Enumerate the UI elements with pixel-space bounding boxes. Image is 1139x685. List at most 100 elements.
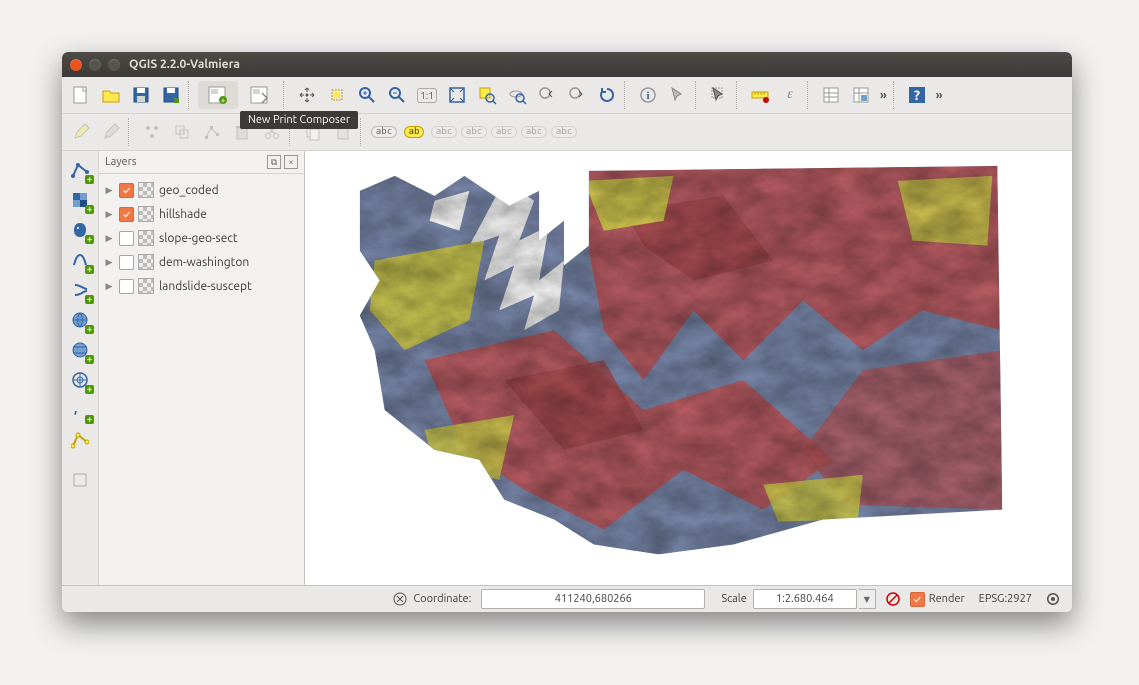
add-postgis-button[interactable] (67, 217, 93, 243)
svg-text:i: i (646, 90, 649, 102)
add-csv-button[interactable]: , (67, 397, 93, 423)
zoom-layer-button[interactable] (503, 81, 531, 109)
titlebar: QGIS 2.2.0-Valmiera (62, 52, 1072, 77)
move-feature-button[interactable] (168, 118, 196, 146)
refresh-button[interactable] (593, 81, 621, 109)
layer-list: ▶ geo_coded ▶ hillshade ▶ slope-geo-sect ▶dem-… (99, 174, 304, 302)
save-as-button[interactable] (157, 81, 185, 109)
node-tool-button[interactable] (198, 118, 226, 146)
layer-label: slope-geo-sect (159, 232, 238, 245)
layer-visibility-checkbox[interactable] (119, 231, 134, 246)
qgis-main-window: QGIS 2.2.0-Valmiera + 1:1 i ε » (62, 52, 1072, 612)
raster-layer-icon (138, 182, 154, 198)
add-mssql-button[interactable] (67, 277, 93, 303)
add-vector-button[interactable] (67, 157, 93, 183)
new-print-composer-button[interactable]: + (198, 81, 238, 109)
layer-label: geo_coded (159, 184, 219, 197)
tree-toggle-icon[interactable]: ▶ (103, 209, 115, 220)
add-spatialite-button[interactable] (67, 247, 93, 273)
tree-toggle-icon[interactable]: ▶ (103, 257, 115, 268)
new-shapefile-button[interactable] (67, 427, 93, 453)
label-tool-6[interactable]: abc (520, 118, 548, 146)
layer-visibility-checkbox[interactable] (119, 207, 134, 222)
raster-layer-icon (138, 206, 154, 222)
layer-item[interactable]: ▶ slope-geo-sect (101, 226, 302, 250)
panel-close-icon[interactable]: × (284, 155, 298, 169)
layer-visibility-checkbox[interactable] (119, 279, 134, 294)
identify-button[interactable]: i (634, 81, 662, 109)
raster-layer-icon (138, 254, 154, 270)
toolbar-overflow-2[interactable]: » (932, 89, 947, 102)
raster-layer-icon (138, 278, 154, 294)
attributes-button[interactable] (817, 81, 845, 109)
toggle-extents-icon[interactable] (391, 590, 409, 608)
window-minimize-button[interactable] (89, 59, 101, 71)
label-tool-4[interactable]: abc (460, 118, 488, 146)
zoom-next-button[interactable] (563, 81, 591, 109)
label-tool-7[interactable]: abc (550, 118, 578, 146)
main-toolbar: + 1:1 i ε » ? » (62, 77, 1072, 114)
zoom-native-button[interactable]: 1:1 (413, 81, 441, 109)
zoom-full-button[interactable] (443, 81, 471, 109)
help-button[interactable]: ? (903, 81, 931, 109)
add-wms-button[interactable] (67, 307, 93, 333)
tree-toggle-icon[interactable]: ▶ (103, 233, 115, 244)
panel-undock-icon[interactable]: ⧉ (267, 155, 281, 169)
add-raster-button[interactable] (67, 187, 93, 213)
window-maximize-button[interactable] (108, 59, 120, 71)
digitize-toolbar: abc ab abc abc abc abc abc (62, 114, 1072, 151)
layer-item[interactable]: ▶landslide-suscept (101, 274, 302, 298)
scale-field[interactable]: 1:2.680.464 (753, 589, 857, 609)
zoom-last-button[interactable] (533, 81, 561, 109)
select-button[interactable] (664, 81, 692, 109)
save-project-button[interactable] (127, 81, 155, 109)
svg-text:?: ? (914, 87, 920, 103)
edit-toggle-button[interactable] (67, 118, 95, 146)
add-wcs-button[interactable] (67, 337, 93, 363)
zoom-selection-button[interactable] (473, 81, 501, 109)
layer-visibility-checkbox[interactable] (119, 255, 134, 270)
measure-button[interactable] (746, 81, 774, 109)
expression-button[interactable]: ε (776, 81, 804, 109)
layers-panel-header: Layers ⧉ × (99, 151, 304, 174)
map-canvas[interactable] (305, 151, 1072, 585)
stop-render-icon[interactable] (884, 590, 902, 608)
crs-status-icon[interactable] (1044, 590, 1062, 608)
tooltip: New Print Composer (240, 111, 358, 129)
layer-item[interactable]: ▶ geo_coded (101, 178, 302, 202)
add-wfs-button[interactable] (67, 367, 93, 393)
window-close-button[interactable] (70, 59, 82, 71)
layer-item[interactable]: ▶ hillshade (101, 202, 302, 226)
window-title: QGIS 2.2.0-Valmiera (129, 58, 240, 71)
tree-toggle-icon[interactable]: ▶ (103, 281, 115, 292)
layer-label: hillshade (159, 208, 207, 221)
new-project-button[interactable] (67, 81, 95, 109)
label-tool-3[interactable]: abc (430, 118, 458, 146)
coordinate-field[interactable]: 411240,680266 (481, 589, 705, 609)
raster-layer-icon (138, 230, 154, 246)
add-feature-button[interactable] (138, 118, 166, 146)
composer-manager-button[interactable] (240, 81, 280, 109)
label-tool-1[interactable]: abc (370, 118, 398, 146)
deselect-button[interactable] (705, 81, 733, 109)
label-tool-5[interactable]: abc (490, 118, 518, 146)
edit-save-button[interactable] (97, 118, 125, 146)
open-project-button[interactable] (97, 81, 125, 109)
layers-panel-title: Layers (105, 156, 137, 168)
scale-dropdown[interactable]: ▼ (859, 589, 876, 609)
toolbar-overflow-1[interactable]: » (876, 89, 891, 102)
scale-label: Scale (721, 593, 746, 605)
zoom-in-button[interactable] (353, 81, 381, 109)
layer-visibility-checkbox[interactable] (119, 183, 134, 198)
coord-label: Coordinate: (413, 593, 471, 605)
render-checkbox[interactable] (910, 592, 925, 607)
layer-item[interactable]: ▶dem-washington (101, 250, 302, 274)
pan-to-selection-button[interactable] (323, 81, 351, 109)
field-calc-button[interactable] (847, 81, 875, 109)
pan-button[interactable] (293, 81, 321, 109)
label-tool-2[interactable]: ab (400, 118, 428, 146)
remove-layer-button[interactable] (67, 467, 93, 493)
layer-toolbar: , (62, 151, 99, 585)
zoom-out-button[interactable] (383, 81, 411, 109)
tree-toggle-icon[interactable]: ▶ (103, 185, 115, 196)
